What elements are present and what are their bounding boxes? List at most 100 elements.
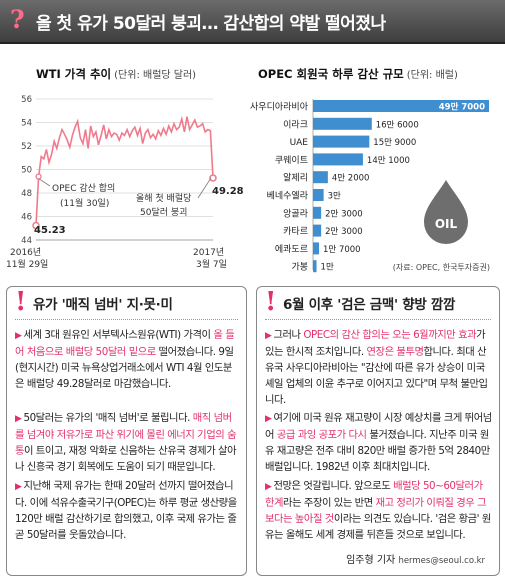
headline-bar: ? 올 첫 유가 50달러 붕괴… 감산합의 약발 떨어졌나: [0, 0, 505, 44]
opec-bar: [313, 171, 328, 184]
opec-note-leader: [38, 178, 51, 187]
opec-bar-chart: 사우디아라비아 49만 7000 이라크 16만 6000 UAE 15만 9000 쿠웨이…: [250, 99, 490, 273]
body-text: 여기에 미국 원유 재고량이 시장 예상치를 크게 뛰어넘어: [265, 412, 492, 442]
opec-value-label: 15만 9000: [373, 138, 416, 148]
story-left-head: ! 유가 '매직 넘버' 지·못·미: [15, 287, 238, 320]
opec-value-label: 2만 3000: [325, 227, 363, 237]
story-left-para-3: ▶ 지난해 국제 유가는 한때 20달러 선까지 떨어졌습니다. 이에 석유수출국…: [15, 478, 240, 543]
opec-value-label: 4만 2000: [332, 174, 370, 184]
wti-line-chart: 44 46 48 50 52 54 56 45.23 49.28 OPEC 감산 합의 (1…: [6, 95, 244, 270]
opec-value-label: 3만: [328, 192, 341, 202]
wti-y-tick: 44: [21, 236, 32, 246]
highlighted-text: 배럴당 50~60달러가 한계: [265, 480, 483, 510]
wti-y-tick: 56: [21, 95, 32, 105]
wti-y-tick: 48: [21, 189, 32, 199]
paragraph-marker-icon: ▶: [15, 331, 22, 341]
collapse-note-leader: [197, 177, 212, 199]
opec-bar: [313, 100, 489, 112]
opec-bar: [313, 206, 322, 219]
opec-category-label: 카타르: [283, 226, 308, 237]
opec-bar: [313, 242, 320, 255]
body-text: 그러나: [273, 329, 304, 341]
body-text: 라는 주장이 있는 반면: [283, 497, 376, 510]
opec-note-line1: OPEC 감산 합의: [52, 182, 115, 194]
opec-bar: [313, 153, 363, 166]
opec-category-label: UAE: [290, 138, 309, 148]
chart-source: (자료: OPEC, 한국투자증권): [393, 262, 490, 272]
opec-value-label: 1만: [321, 263, 334, 273]
story-box-left: ! 유가 '매직 넘버' 지·못·미 ▶ 세계 3대 원유인 서부텍사스원유(WT…: [6, 286, 247, 576]
opec-category-label: 앙골라: [283, 207, 309, 219]
opec-note-line2: (11월 30일): [60, 197, 109, 209]
body-text: 가 있는 한시적 조치입니다.: [265, 329, 486, 359]
story-left-para-2: ▶ 50달러는 유가의 '매직 넘버'로 불립니다. 매직 넘버를 넘겨야 저유가…: [15, 410, 240, 475]
opec-value-label: 14만 1000: [367, 156, 410, 166]
opec-bar: [313, 260, 317, 273]
wti-y-tick: 54: [21, 119, 32, 129]
paragraph-marker-icon: ▶: [265, 331, 272, 341]
opec-category-label: 가봉: [291, 262, 308, 273]
wti-start-point: [32, 221, 40, 230]
exclamation-icon: !: [15, 287, 27, 317]
story-left-para-1: ▶ 세계 3대 원유인 서부텍사스원유(WTI) 가격이 올 들어 처음으로 배럴…: [15, 327, 240, 392]
paragraph-marker-icon: ▶: [15, 482, 22, 492]
collapse-note-line1: 올해 첫 배럴당: [136, 193, 191, 204]
opec-category-label: 쿠웨이트: [275, 154, 308, 166]
opec-value-label: 16만 6000: [376, 120, 419, 130]
highlighted-text: 매직 넘버를 넘겨야 저유가로 파산 위기에 몰린 에너지 기업의 숨통: [15, 412, 237, 458]
highlighted-text: OPEC의 감산 합의는 오는 6월까지만 효과: [303, 329, 477, 341]
story-right-para-1: ▶ 그러나 OPEC의 감산 합의는 오는 6월까지만 효과가 있는 한시적 조치…: [265, 327, 493, 408]
wti-end-label: 49.28: [212, 186, 244, 197]
paragraph-marker-icon: ▶: [265, 482, 272, 492]
story-right-para-3: ▶ 전망은 엇갈립니다. 앞으로도 배럴당 50~60달러가 한계라는 주장이 있…: [265, 478, 493, 543]
opec-category-label: 알제리: [283, 173, 308, 184]
opec-category-label: 사우디아라비아: [250, 102, 309, 113]
wti-start-label: 45.23: [34, 225, 66, 236]
body-text: 떨어졌습니다. 9일(현지시간) 미국 뉴욕상업거래소에서 WTI 4월 인도분…: [15, 346, 234, 391]
oil-drop-icon: [424, 180, 468, 244]
body-text: 전망은 엇갈립니다. 앞으로도: [273, 480, 394, 492]
wti-price-line: [35, 115, 214, 226]
story-box-right: ! 6월 이후 '검은 금맥' 향방 깜깜 ▶ 그러나 OPEC의 감산 합의는 …: [256, 286, 500, 576]
opec-bar: [313, 224, 322, 237]
wti-y-axis: 44 46 48 50 52 54 56: [21, 95, 32, 246]
byline-email: hermes@seoul.co.kr: [398, 556, 485, 566]
paragraph-marker-icon: ▶: [265, 414, 272, 424]
x-end-year: 2017년: [193, 247, 224, 258]
opec-category-label: 에콰도르: [275, 244, 308, 255]
wti-y-tick: 46: [21, 213, 32, 223]
opec-value-label: 1만 7000: [323, 245, 361, 255]
opec-value-label: 49만 7000: [439, 102, 485, 113]
wti-chart-title: WTI 가격 추이 (단위: 배럴당 달러): [36, 67, 197, 81]
opec-category-label: 베네수엘라: [267, 191, 309, 202]
wti-y-tick: 50: [21, 166, 32, 176]
body-text: 지난해 국제 유가는 한때 20달러 선까지 떨어졌습니다. 이에 석유수출국기…: [15, 480, 237, 542]
body-text: 50달러는 유가의 '매직 넘버'로 불립니다.: [23, 412, 193, 424]
byline: 임주형 기자 hermes@seoul.co.kr: [346, 551, 485, 566]
wti-opec-deal-point: [35, 173, 42, 180]
highlighted-text: 재고 정리가 이뤄질 경우 그보다는 높아질 것: [265, 497, 487, 526]
highlighted-text: 올 들어 처음으로 배럴당 50달러 밑으로: [15, 329, 235, 359]
story-right-heading: 6월 이후 '검은 금맥' 향방 깜깜: [283, 297, 456, 313]
oil-drop-label: OIL: [435, 217, 458, 231]
question-mark-icon: ?: [10, 5, 25, 34]
opec-bar: [313, 117, 372, 130]
x-start-year: 2016년: [10, 247, 41, 258]
byline-author: 임주형 기자: [346, 555, 396, 566]
story-right-head: ! 6월 이후 '검은 금맥' 향방 깜깜: [265, 287, 491, 320]
body-text: 불거졌습니다. 지난주 미국 원유 재고량은 전주 대비 820만 배럴 증가한…: [265, 429, 490, 474]
highlighted-text: 연장은 불투명: [366, 346, 424, 359]
charts-canvas: 44 46 48 50 52 54 56 45.23 49.28 OPEC 감산 합의 (1…: [6, 95, 490, 273]
opec-bar: [313, 135, 370, 148]
opec-bars: 사우디아라비아 49만 7000 이라크 16만 6000 UAE 15만 9000 쿠웨이…: [250, 100, 489, 273]
body-text: 이 트이고, 재정 악화로 신음하는 산유국 경제가 살아나 신흥국 경기 회복…: [15, 445, 237, 474]
x-end-date: 3월 7일: [196, 258, 227, 270]
headline-title: 올 첫 유가 50달러 붕괴… 감산합의 약발 떨어졌나: [36, 14, 386, 34]
wti-gridlines: [36, 98, 213, 241]
body-text: 이라는 의견도 있습니다. '검은 황금' 원유는 올해도 세계 경제를 뒤흔들…: [265, 513, 491, 542]
paragraph-marker-icon: ▶: [15, 414, 22, 424]
opec-category-label: 이라크: [283, 119, 308, 130]
collapse-note-line2: 50달러 붕괴: [140, 206, 187, 218]
highlighted-text: 공급 과잉 공포가 다시: [276, 429, 367, 442]
opec-chart-title: OPEC 회원국 하루 감산 규모 (단위: 배럴): [258, 67, 458, 81]
